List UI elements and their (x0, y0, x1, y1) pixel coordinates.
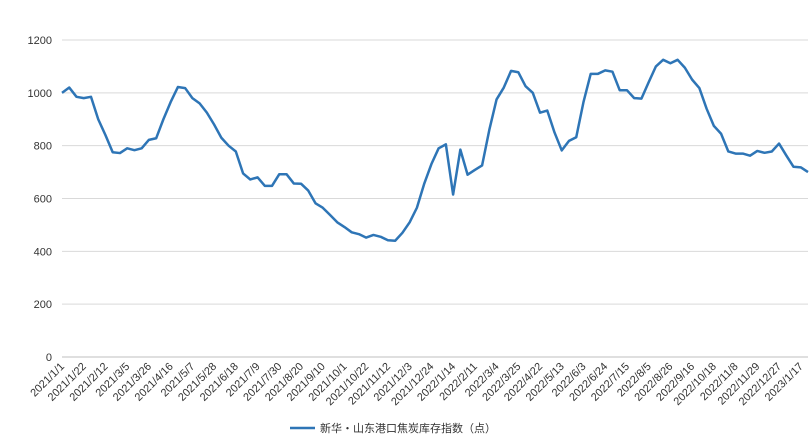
y-tick-label: 800 (34, 141, 52, 153)
line-series (61, 58, 809, 243)
y-tick-label: 0 (46, 352, 52, 364)
y-tick-label: 400 (34, 246, 52, 258)
y-tick-label: 600 (34, 194, 52, 206)
y-tick-label: 200 (34, 299, 52, 311)
legend-label: 新华・山东港口焦炭库存指数（点） (320, 421, 496, 435)
y-tick-label: 1200 (28, 35, 52, 47)
y-tick-label: 1000 (28, 88, 52, 100)
